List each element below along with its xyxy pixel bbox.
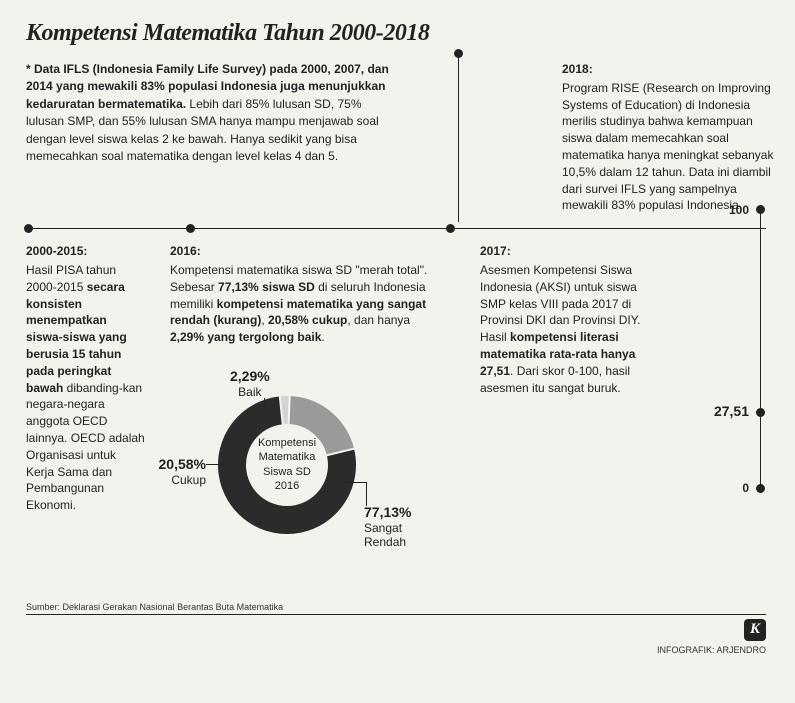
block-2017: 2017: Asesmen Kompetensi Siswa Indonesia… — [480, 243, 650, 396]
sangat-pct: 77,13% — [364, 504, 411, 520]
timeline-bar — [26, 228, 766, 229]
lead-line — [344, 482, 366, 483]
t2016f: 20,58% cukup — [268, 313, 347, 327]
year-2000: 2000-2015: — [26, 243, 146, 260]
block-2018: 2018: Program RISE (Research on Improvin… — [562, 61, 777, 214]
mid-row: 2000-2015: Hasil PISA tahun 2000-2015 se… — [26, 243, 769, 592]
lead-line — [206, 464, 224, 465]
intro-text: * Data IFLS (Indonesia Family Life Surve… — [26, 61, 396, 214]
publisher-logo: K — [744, 619, 766, 641]
lead-line — [366, 482, 367, 506]
timeline-dot — [186, 224, 195, 233]
donut-center-label: KompetensiMatematikaSiswa SD2016 — [240, 436, 334, 493]
year-2016: 2016: — [170, 243, 434, 260]
baik-pct: 2,29% — [230, 368, 270, 384]
donut-label-baik: 2,29% Baik — [230, 368, 270, 399]
credit-text: INFOGRAFIK: ARJENDRO — [26, 645, 766, 655]
year-2017: 2017: — [480, 243, 650, 260]
donut-label-sangat: 77,13% Sangat Rendah — [364, 504, 434, 550]
timeline-dot — [446, 224, 455, 233]
scale-tick-bot — [756, 484, 765, 493]
top-row: * Data IFLS (Indonesia Family Life Surve… — [26, 61, 769, 214]
t2016b: 77,13% siswa SD — [218, 280, 315, 294]
scale-tick-top — [756, 205, 765, 214]
page-title: Kompetensi Matematika Tahun 2000-2018 — [26, 20, 769, 47]
t2000b: secara konsisten menempatkan siswa-siswa… — [26, 280, 127, 395]
t2000c: dibanding-kan negara-negara anggota OECD… — [26, 381, 145, 513]
t2016g: , dan hanya — [347, 313, 410, 327]
donut-label-cukup: 20,58% Cukup — [134, 456, 206, 487]
baik-lab: Baik — [238, 385, 261, 399]
scale-label-100: 100 — [729, 203, 749, 217]
footer: K — [26, 615, 766, 641]
block-2000: 2000-2015: Hasil PISA tahun 2000-2015 se… — [26, 243, 146, 514]
block-2016: 2016: Kompetensi matematika siswa SD "me… — [170, 243, 434, 592]
scale-tick-mid — [756, 408, 765, 417]
score-scale: 100 27,51 0 — [711, 209, 771, 489]
cukup-lab: Cukup — [171, 473, 206, 487]
sangat-lab: Sangat Rendah — [364, 521, 406, 549]
cukup-pct: 20,58% — [159, 456, 206, 472]
timeline-dot — [24, 224, 33, 233]
scale-label-mid: 27,51 — [714, 403, 749, 419]
scale-line — [760, 209, 761, 489]
t2016e: , — [261, 313, 268, 327]
donut-chart: KompetensiMatematikaSiswa SD2016 20,58% … — [134, 372, 434, 592]
year-2018: 2018: — [562, 61, 777, 78]
t2016i: . — [321, 330, 324, 344]
timeline-upper — [424, 61, 534, 214]
scale-label-0: 0 — [742, 481, 749, 495]
t2016h: 2,29% yang tergolong baik — [170, 330, 321, 344]
text-2018: Program RISE (Research on Improving Syst… — [562, 80, 777, 214]
lead-line — [264, 398, 265, 408]
source-text: Sumber: Deklarasi Gerakan Nasional Beran… — [26, 598, 766, 615]
